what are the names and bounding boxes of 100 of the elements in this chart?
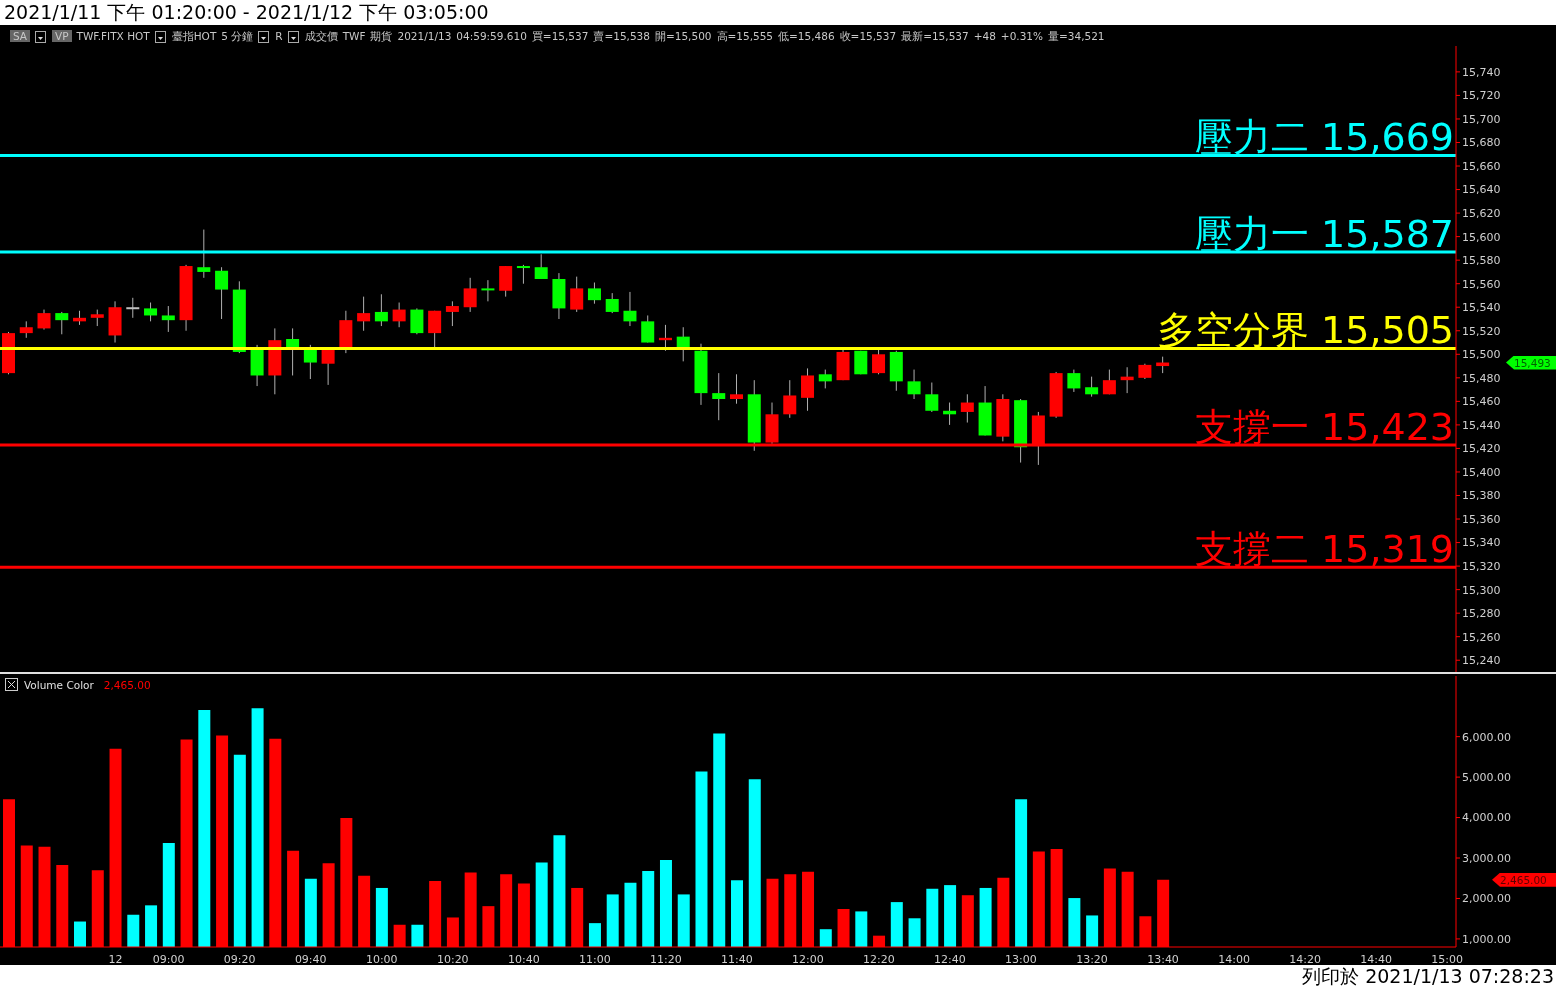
candlestick bbox=[144, 302, 158, 322]
y-tick-label: 15,300 bbox=[1462, 583, 1501, 597]
candlestick bbox=[1085, 376, 1099, 398]
y-tick-label: 5,000.00 bbox=[1462, 771, 1511, 785]
y-tick-label: 15,360 bbox=[1462, 512, 1501, 526]
candlestick bbox=[37, 309, 51, 331]
text: 收=15,537 bbox=[839, 30, 897, 42]
y-tick-label: 15,560 bbox=[1462, 277, 1501, 291]
x-tick-label: 11:20 bbox=[650, 952, 682, 966]
candlestick bbox=[960, 393, 974, 424]
candlestick bbox=[1102, 369, 1116, 395]
x-tick-label: 11:40 bbox=[721, 952, 753, 966]
x-tick-label: 14:00 bbox=[1218, 952, 1250, 966]
x-tick-label: 10:00 bbox=[365, 952, 398, 966]
text: 開=15,500 bbox=[654, 30, 712, 42]
y-tick-label: 3,000.00 bbox=[1462, 851, 1511, 865]
y-tick-label: 15,380 bbox=[1462, 489, 1501, 503]
y-tick-label: 15,320 bbox=[1462, 560, 1501, 573]
candlestick bbox=[481, 279, 495, 302]
candlestick bbox=[605, 292, 619, 314]
y-tick-label: 15,280 bbox=[1462, 607, 1501, 621]
text: 列印於 2021/1/13 07:28:23 bbox=[0, 965, 1556, 988]
y-tick-label: 1,000.00 bbox=[1462, 932, 1511, 946]
ref-line-label: 壓力二 15,669 bbox=[1194, 115, 1454, 160]
candlestick bbox=[410, 307, 424, 335]
candlestick bbox=[374, 293, 388, 327]
x-tick-label: 09:00 bbox=[152, 952, 185, 966]
candlestick bbox=[126, 297, 140, 319]
text: 15,493 bbox=[1506, 355, 1556, 370]
candlestick bbox=[197, 229, 211, 279]
candlestick bbox=[801, 367, 815, 412]
y-tick-label: 15,540 bbox=[1462, 301, 1501, 315]
chart-title: Volume Color bbox=[24, 678, 94, 691]
text: +48 bbox=[973, 30, 996, 42]
candlestick bbox=[445, 300, 459, 327]
x-tick-label: 11:00 bbox=[578, 952, 611, 966]
y-tick-label: 15,460 bbox=[1462, 395, 1501, 409]
candlestick bbox=[818, 369, 832, 389]
text: 最新=15,537 bbox=[901, 30, 969, 42]
y-tick-label: 15,500 bbox=[1462, 348, 1501, 362]
x-tick-label: 13:40 bbox=[1147, 952, 1179, 966]
candlestick bbox=[463, 277, 477, 313]
annotation: 2,465.00 bbox=[103, 678, 151, 691]
text: 高=15,555 bbox=[716, 30, 774, 42]
candlestick bbox=[570, 276, 584, 313]
candlestick bbox=[392, 302, 406, 328]
y-tick-label: 15,740 bbox=[1462, 65, 1501, 79]
candlestick bbox=[357, 296, 371, 332]
y-tick-label: 15,720 bbox=[1462, 89, 1501, 103]
candlestick bbox=[1067, 369, 1081, 393]
y-tick-label: 15,600 bbox=[1462, 230, 1501, 244]
text: 5 分鐘 bbox=[221, 30, 254, 42]
candlestick bbox=[303, 344, 317, 380]
y-tick-label: 15,480 bbox=[1462, 371, 1501, 385]
y-tick-label: 15,700 bbox=[1462, 112, 1501, 126]
candlestick bbox=[676, 326, 690, 362]
text: 低=15,486 bbox=[778, 30, 835, 42]
x-tick-label: 15:00 bbox=[1431, 952, 1463, 966]
candlestick bbox=[428, 310, 442, 348]
y-tick-label: 6,000.00 bbox=[1462, 730, 1511, 744]
text: 2021/1/13 bbox=[397, 30, 452, 42]
x-tick-label: 13:00 bbox=[1005, 952, 1037, 966]
y-tick-label: 15,640 bbox=[1462, 183, 1501, 197]
x-tick-label: 09:40 bbox=[294, 952, 327, 966]
y-tick-label: 15,660 bbox=[1462, 159, 1501, 173]
x-tick-label: 09:20 bbox=[223, 952, 256, 966]
y-tick-label: 15,260 bbox=[1462, 630, 1501, 644]
y-tick-label: 2,000.00 bbox=[1462, 892, 1511, 906]
candlestick bbox=[215, 266, 229, 320]
candlestick bbox=[925, 382, 939, 413]
candlestick bbox=[286, 327, 300, 376]
y-tick-label: 15,680 bbox=[1462, 136, 1501, 150]
x-tick-label: 10:20 bbox=[436, 952, 469, 966]
y-tick-label: 15,400 bbox=[1462, 465, 1501, 479]
y-tick-label: 15,240 bbox=[1462, 654, 1501, 668]
y-tick-label: 15,620 bbox=[1462, 207, 1501, 220]
candlestick bbox=[730, 373, 743, 405]
candlestick bbox=[516, 264, 530, 285]
x-tick-label: 13:20 bbox=[1076, 952, 1108, 966]
text: +0.31% bbox=[1000, 30, 1044, 42]
y-tick-label: 4,000.00 bbox=[1462, 811, 1511, 825]
text: 買=15,537 bbox=[531, 30, 589, 42]
ref-line-label: 多空分界 15,505 bbox=[1156, 308, 1454, 353]
text: 臺指HOT bbox=[171, 30, 217, 42]
candlestick bbox=[55, 311, 69, 335]
text: TWF bbox=[342, 30, 366, 42]
candlestick bbox=[161, 305, 175, 333]
text: 期貨 bbox=[370, 30, 393, 42]
y-tick-label: 15,420 bbox=[1462, 442, 1501, 456]
x-tick-label: 12:40 bbox=[934, 952, 966, 966]
candlestick bbox=[712, 372, 726, 421]
text: VP bbox=[52, 30, 72, 42]
ref-line-label: 壓力一 15,587 bbox=[1194, 211, 1454, 256]
chart-title: 2021/1/11 下午 01:20:00 - 2021/1/12 下午 03:05:00 bbox=[0, 0, 1556, 25]
text: 04:59:59.610 bbox=[456, 30, 527, 42]
candlestick bbox=[641, 314, 655, 344]
y-tick-label: 15,580 bbox=[1462, 254, 1501, 268]
ref-line-label: 支撐一 15,423 bbox=[1194, 404, 1454, 449]
candlestick bbox=[587, 282, 601, 305]
text: 賣=15,538 bbox=[593, 30, 650, 42]
